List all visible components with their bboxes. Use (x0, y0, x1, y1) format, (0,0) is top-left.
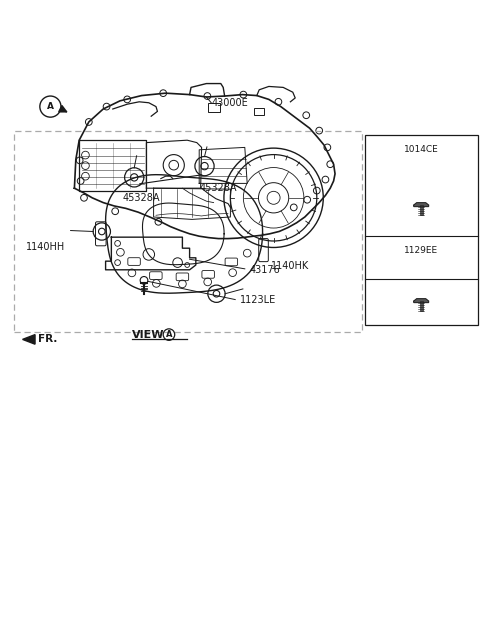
Text: 1129EE: 1129EE (404, 246, 438, 255)
Bar (420, 301, 423, 310)
Text: FR.: FR. (38, 334, 58, 344)
Text: 43000E: 43000E (211, 98, 248, 108)
Polygon shape (414, 299, 429, 302)
Polygon shape (414, 203, 429, 207)
Text: 45328A: 45328A (199, 183, 237, 193)
Polygon shape (23, 335, 35, 344)
Circle shape (140, 277, 148, 284)
Text: 1014CE: 1014CE (404, 145, 438, 154)
Text: A: A (47, 102, 54, 111)
Text: A: A (166, 330, 172, 339)
Text: 1123LE: 1123LE (240, 295, 276, 305)
Text: 45328A: 45328A (122, 193, 160, 203)
Text: 1140HK: 1140HK (271, 261, 310, 271)
Bar (207, 103, 219, 112)
Bar (365, 135, 478, 325)
Bar (254, 108, 264, 115)
Text: VIEW: VIEW (132, 330, 165, 339)
Bar (420, 205, 423, 215)
Text: 43176: 43176 (250, 265, 280, 275)
Text: 1140HH: 1140HH (26, 242, 66, 252)
